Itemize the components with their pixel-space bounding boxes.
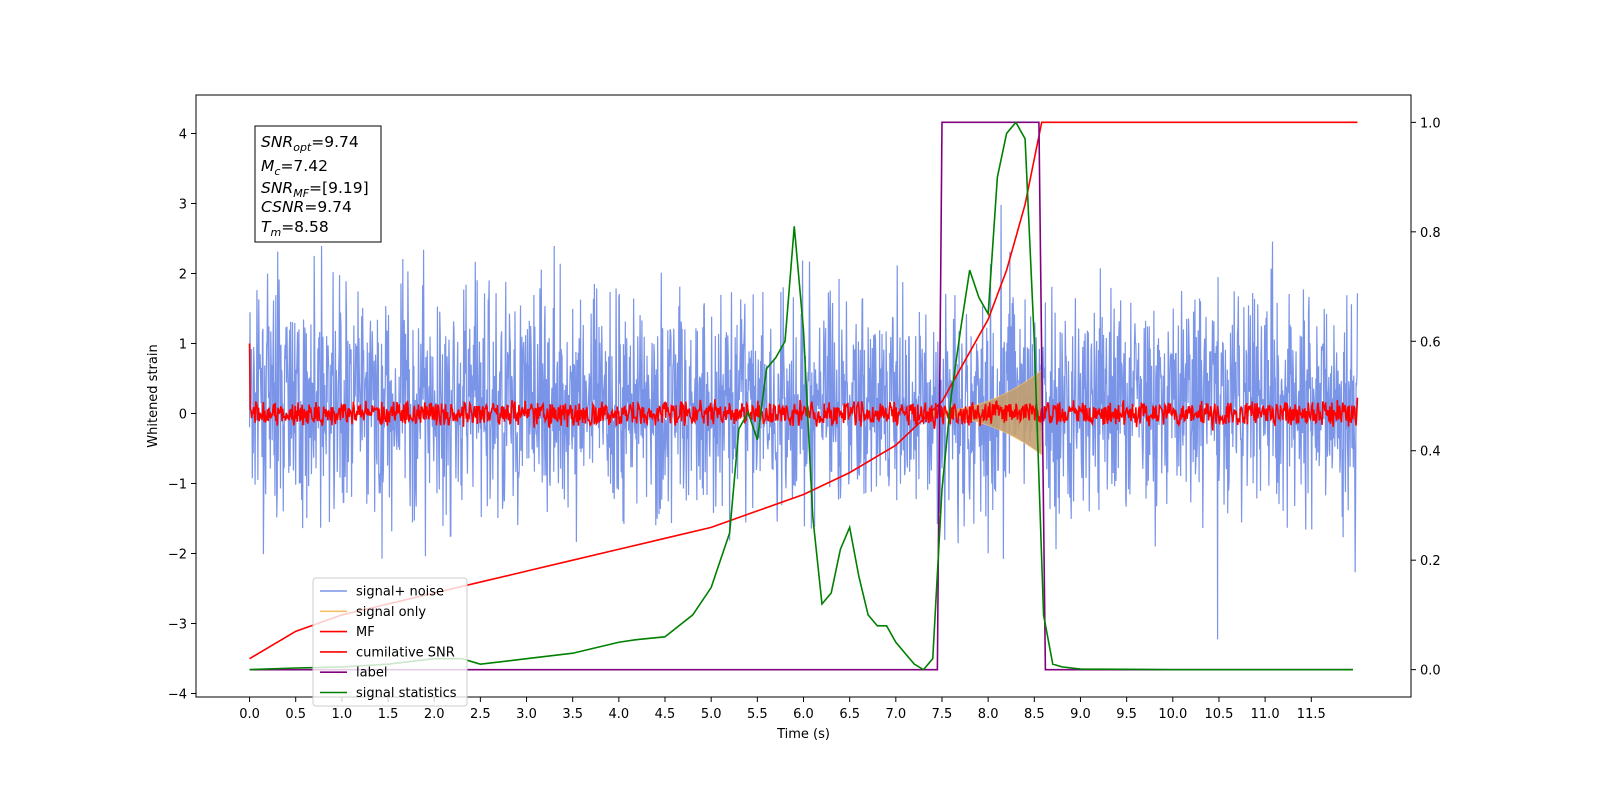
y-tick-label: −3 [168, 618, 187, 633]
x-tick-label: 9.0 [1070, 707, 1091, 722]
x-tick-label: 7.0 [885, 707, 906, 722]
y2-tick-label: 1.0 [1420, 116, 1441, 131]
x-tick-label: 8.0 [978, 707, 999, 722]
y-tick-label: 0 [179, 408, 187, 423]
legend-entry: signal statistics [356, 686, 457, 701]
series-mf [248, 343, 1359, 431]
x-tick-label: 1.5 [378, 707, 399, 722]
x-tick-label: 0.5 [285, 707, 306, 722]
x-tick-label: 6.5 [839, 707, 860, 722]
x-tick-label: 10.0 [1158, 707, 1187, 722]
legend-entry: signal only [356, 605, 426, 620]
x-tick-label: 6.0 [793, 707, 814, 722]
x-tick-label: 3.5 [562, 707, 583, 722]
y-tick-label: 3 [179, 198, 187, 213]
y2-tick-label: 0.2 [1420, 554, 1441, 569]
y-tick-label: −2 [168, 548, 187, 563]
y2-tick-label: 0.6 [1420, 335, 1441, 350]
annotation-mc: Mc=7.42 [261, 157, 328, 178]
x-tick-label: 2.5 [470, 707, 491, 722]
y2-tick-label: 0.8 [1420, 226, 1441, 241]
x-tick-label: 10.5 [1204, 707, 1233, 722]
x-axis-label: Time (s) [776, 727, 830, 742]
series-signal-statistics [249, 120, 1353, 671]
x-tick-label: 3.0 [516, 707, 537, 722]
annotation-csnr: CSNR=9.74 [261, 198, 352, 216]
y-tick-label: 2 [179, 268, 187, 283]
x-tick-label: 7.5 [932, 707, 953, 722]
legend-entry: cumilative SNR [356, 645, 455, 660]
x-tick-label: 0.0 [239, 707, 260, 722]
annotation-box: SNRopt=9.74 Mc=7.42 SNRMF=[9.19] CSNR=9.… [254, 125, 382, 243]
x-tick-label: 11.5 [1297, 707, 1326, 722]
y-tick-label: −4 [168, 688, 187, 703]
y-tick-label: 1 [179, 338, 187, 353]
legend-entry: label [356, 666, 387, 681]
x-tick-label: 11.0 [1251, 707, 1280, 722]
legend-box [312, 577, 468, 707]
legend-entry: MF [356, 625, 375, 640]
y-axis-label: Whitened strain [146, 344, 161, 447]
x-tick-label: 2.0 [424, 707, 445, 722]
x-tick-label: 9.5 [1116, 707, 1137, 722]
x-tick-label: 4.5 [655, 707, 676, 722]
x-tick-label: 4.0 [609, 707, 630, 722]
x-tick-label: 1.0 [332, 707, 353, 722]
x-tick-label: 5.0 [701, 707, 722, 722]
y-axis-left: 4 3 2 1 0 −1 −2 −3 −4 [168, 128, 196, 703]
legend: signal+ noise signal only MF cumilative SNR… [312, 577, 468, 707]
annotation-snr-opt: SNRopt=9.74 [261, 133, 359, 154]
y-tick-label: 4 [179, 128, 187, 143]
y2-tick-label: 0.0 [1420, 664, 1441, 679]
x-axis: 0.0 0.5 1.0 1.5 2.0 2.5 3.0 3.5 4.0 4.5 5.0 5.5 6.0 6… [239, 697, 1326, 722]
y-axis-right: 1.0 0.8 0.6 0.4 0.2 0.0 [1411, 116, 1441, 679]
annotation-snr-mf: SNRMF=[9.19] [261, 179, 369, 200]
annotation-tm: Tm=8.58 [261, 218, 329, 239]
legend-entry: signal+ noise [356, 585, 444, 600]
x-tick-label: 8.5 [1024, 707, 1045, 722]
x-tick-label: 5.5 [747, 707, 768, 722]
y2-tick-label: 0.4 [1420, 445, 1441, 460]
y-tick-label: −1 [168, 478, 187, 493]
